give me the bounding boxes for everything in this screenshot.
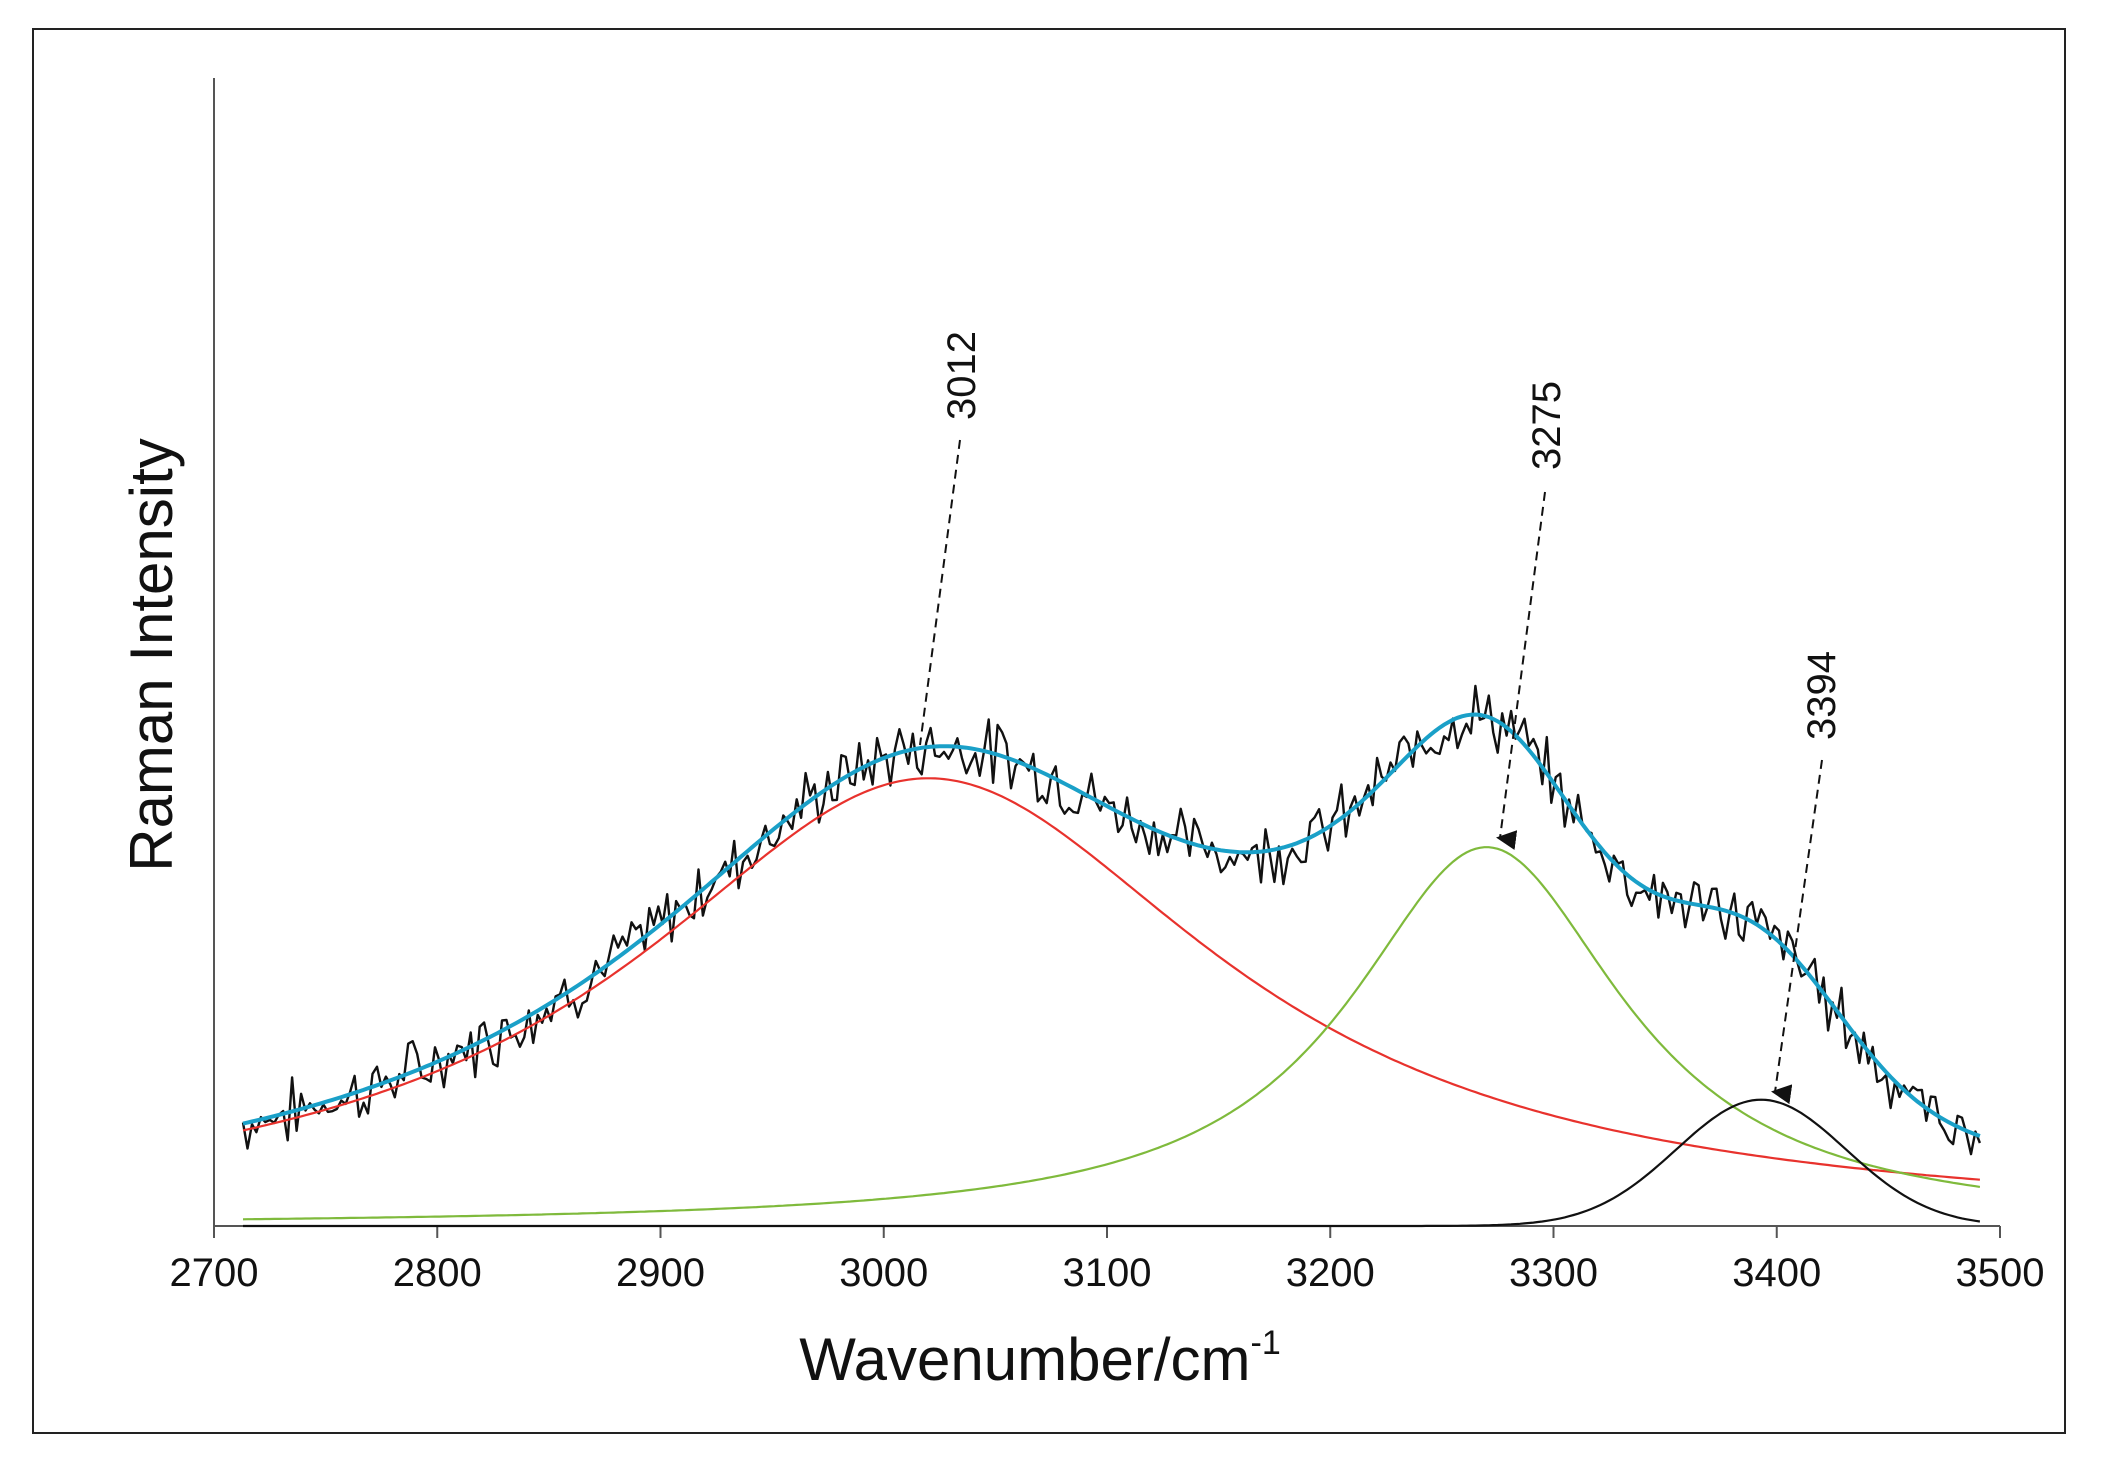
annotation-leader-3012 [919, 439, 961, 746]
annotations: 3012 3275 3394 [919, 331, 1844, 1105]
y-axis-title: Raman Intensity [118, 438, 185, 872]
x-tick-label-3000: 3000 [839, 1251, 928, 1295]
series-component-3 [243, 1098, 1981, 1228]
axes [213, 78, 2000, 1227]
annotation-leader-3394 [1771, 759, 1823, 1105]
x-tick-label-3200: 3200 [1286, 1251, 1375, 1295]
annotation-leader-3275 [1496, 491, 1546, 850]
x-axis-title: Wavenumber/cm-1 [799, 1324, 1280, 1393]
x-tick-label-2800: 2800 [393, 1251, 482, 1295]
annotation-label-3012: 3012 [940, 331, 984, 420]
series-layer [241, 684, 1982, 1228]
x-tick-label-3100: 3100 [1063, 1251, 1152, 1295]
series-fit-envelope [242, 712, 1981, 1138]
x-tick-label-3500: 3500 [1956, 1251, 2045, 1295]
x-axis-title-superscript: -1 [1251, 1324, 1281, 1362]
figure-frame [32, 28, 2066, 1434]
x-tick-label-3400: 3400 [1732, 1251, 1821, 1295]
series-component-1 [242, 777, 1980, 1181]
series-component-2 [242, 846, 1981, 1221]
x-ticks: 2700 2800 2900 3000 3100 3200 3300 3400 3500 [170, 1226, 2045, 1295]
series-measured-spectrum [241, 684, 1982, 1156]
annotation-label-3394: 3394 [1800, 651, 1844, 740]
x-tick-label-2900: 2900 [616, 1251, 705, 1295]
x-tick-label-3300: 3300 [1509, 1251, 1598, 1295]
annotation-label-3275: 3275 [1525, 381, 1569, 470]
x-tick-label-2700: 2700 [170, 1251, 259, 1295]
